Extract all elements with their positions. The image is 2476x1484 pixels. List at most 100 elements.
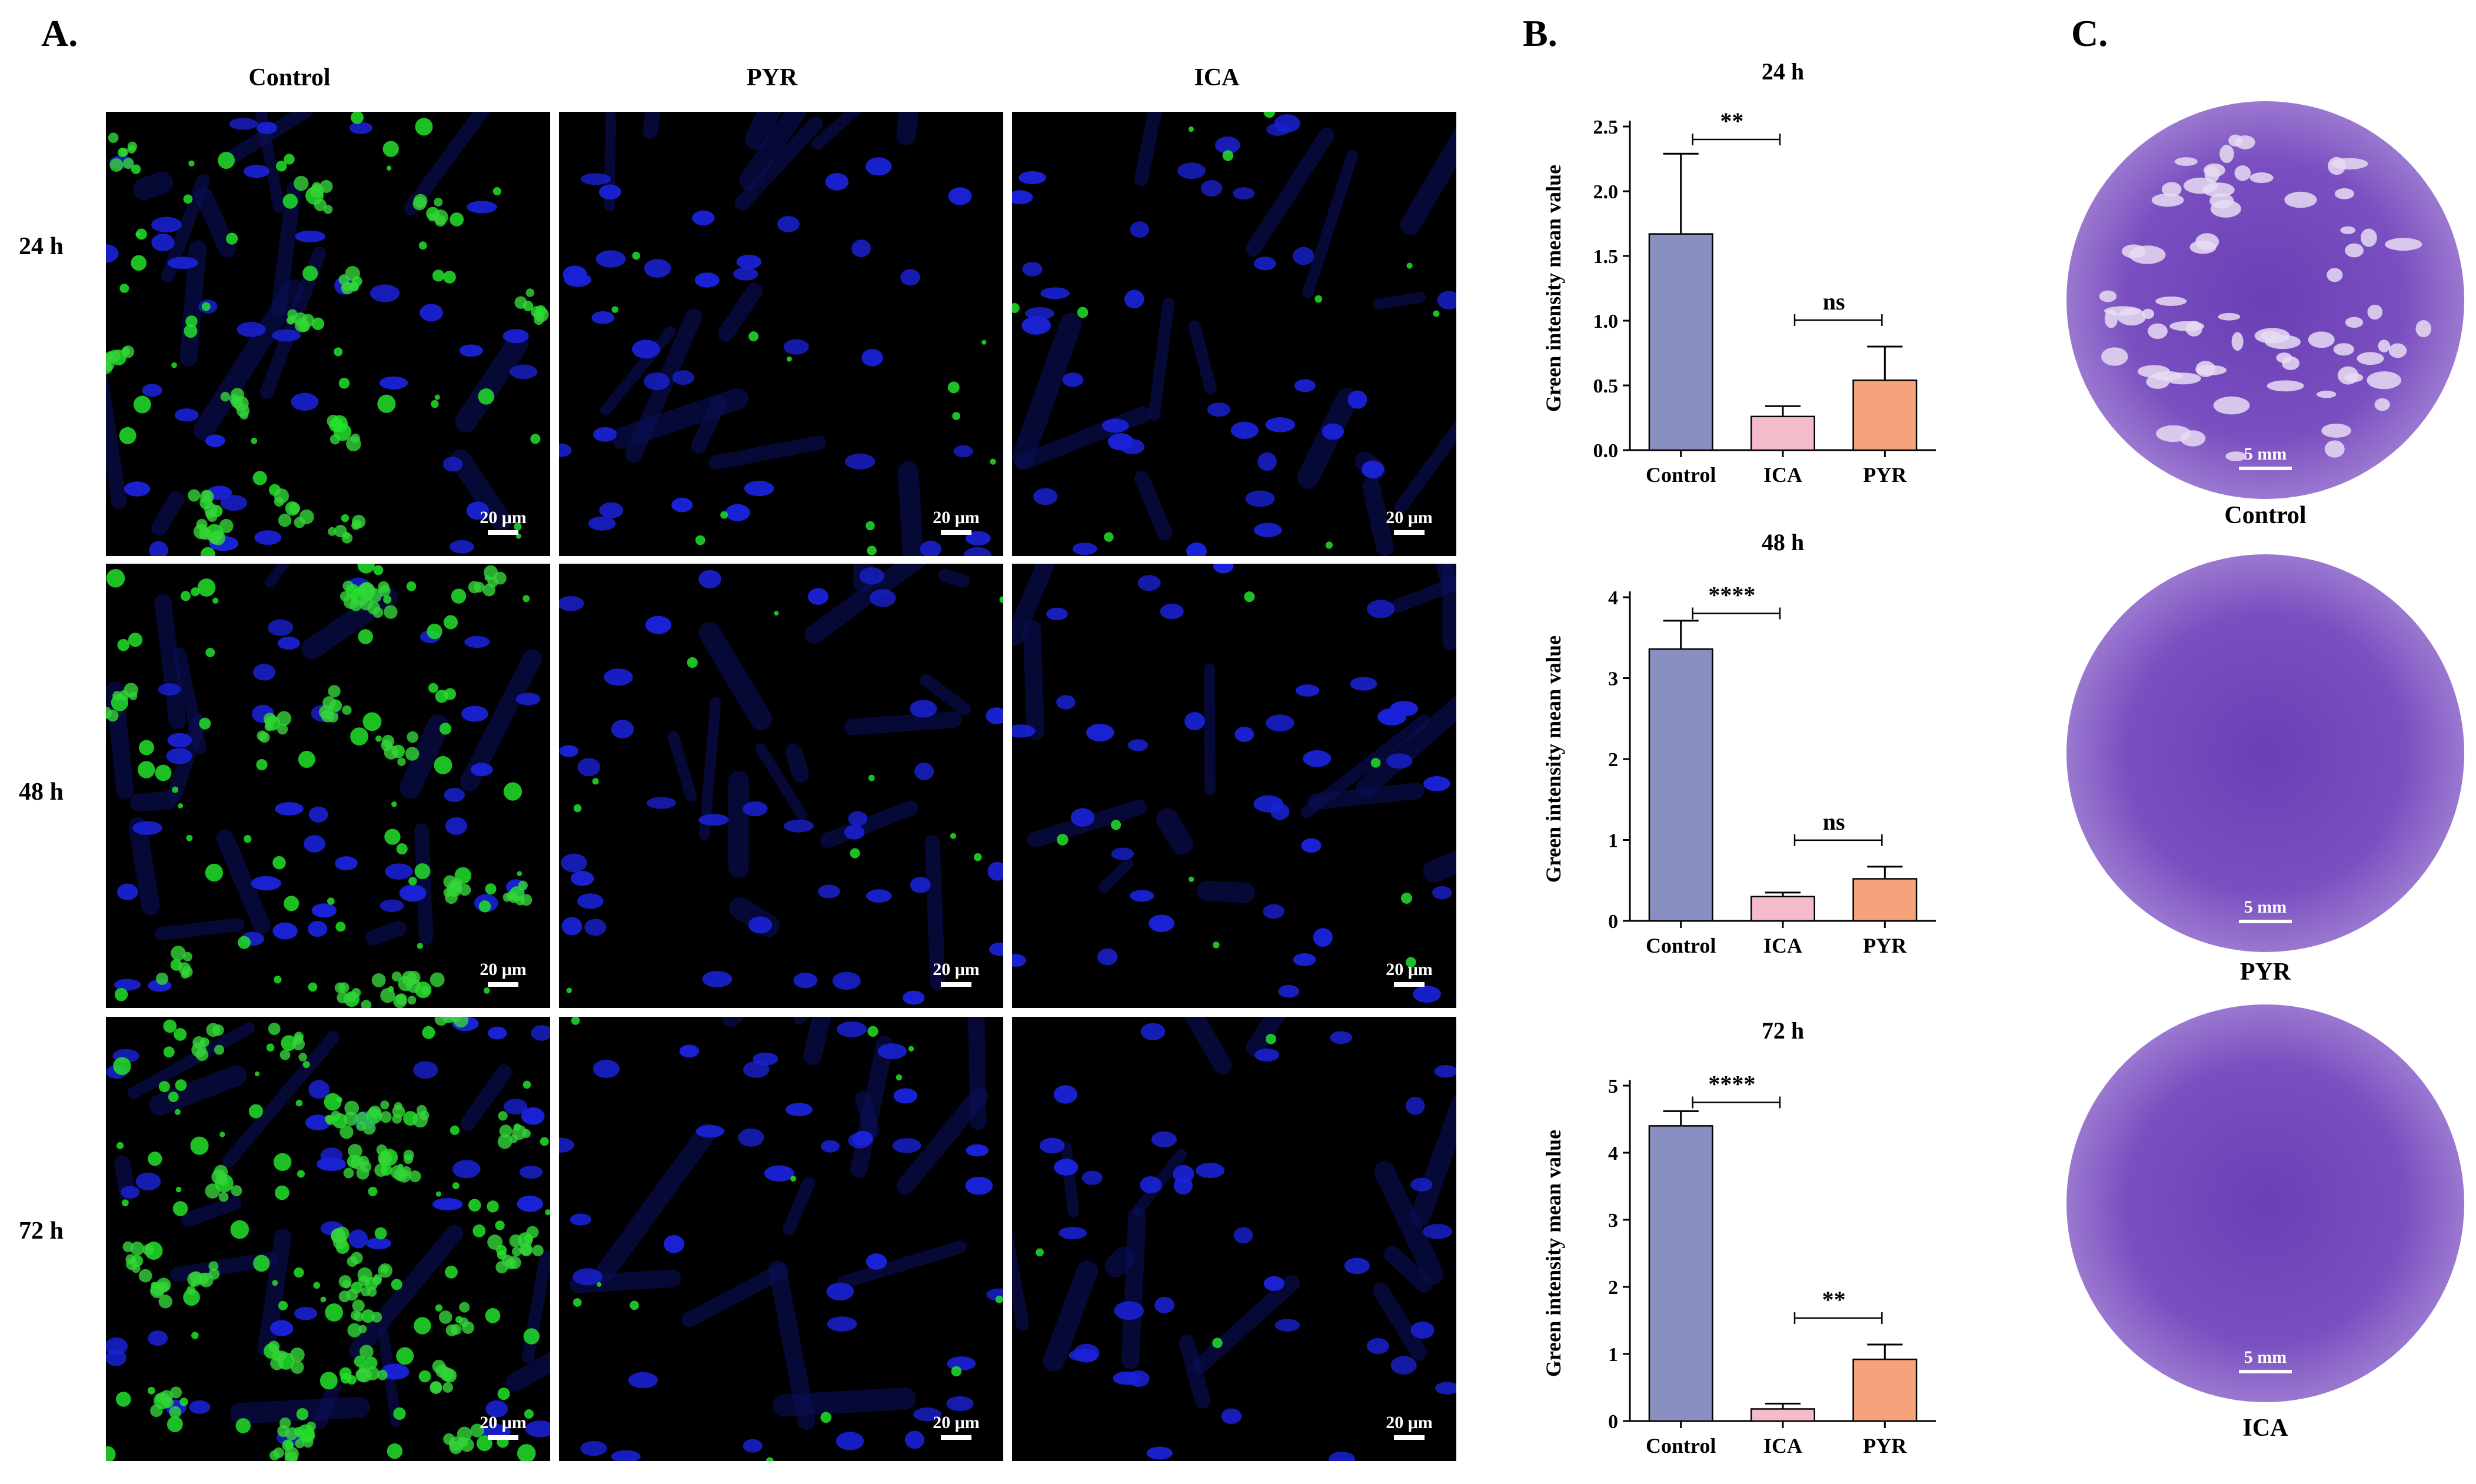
well-scale-label: 5 mm (2244, 1347, 2287, 1367)
y-tick-label: 1.0 (1593, 311, 1619, 332)
well-disc (2066, 101, 2464, 499)
well-image (2066, 554, 2464, 952)
column-header-control: Control (248, 64, 331, 91)
plaque (2327, 268, 2343, 282)
row-header-24h: 24 h (19, 233, 64, 260)
micrograph-24h-pyr: 20 μm (559, 112, 1003, 556)
well-scale-line (2239, 467, 2292, 470)
y-tick-label: 1 (1608, 1344, 1618, 1366)
y-tick-label: 4 (1608, 1143, 1618, 1164)
micrograph-image (1012, 564, 1456, 1003)
plaque (2195, 361, 2216, 377)
scale-bar: 20 μm (1374, 508, 1445, 535)
bar-ica (1750, 415, 1815, 451)
bar-control (1648, 648, 1713, 922)
plaque (2231, 332, 2244, 351)
well-control: 5 mm (2065, 100, 2465, 500)
row-header-48h: 48 h (19, 778, 64, 806)
plaque (2218, 312, 2241, 321)
well-scale-bar: 5 mm (2230, 897, 2301, 923)
well-scale-label: 5 mm (2244, 897, 2287, 917)
chart-title: 48 h (1762, 529, 1804, 555)
plaque (2219, 145, 2234, 164)
scale-bar-label: 20 μm (933, 508, 980, 527)
plaque (2308, 331, 2335, 348)
plaque (2345, 317, 2364, 328)
scale-bar-label: 20 μm (1386, 960, 1433, 979)
plaque (2333, 343, 2354, 356)
plaque (2148, 323, 2168, 340)
plaque (2155, 296, 2187, 306)
plaque (2281, 356, 2299, 370)
plaque (2331, 158, 2368, 169)
bar-pyr (1852, 1358, 1918, 1422)
panel-letter-a: A. (41, 12, 78, 54)
scale-bar-line (488, 530, 518, 535)
plaque (2129, 245, 2166, 264)
chart-48h-svg: 48 h Green intensity mean value 0 1 2 3 4 Contr… (1542, 529, 1936, 957)
micrograph-image (1012, 112, 1456, 556)
plaque (2183, 177, 2218, 194)
scale-bar: 20 μm (468, 508, 538, 535)
plaque (2185, 321, 2202, 337)
significance-label: ** (1822, 1286, 1846, 1313)
y-tick-label: 2.0 (1593, 181, 1619, 203)
y-tick-label: 0.0 (1593, 440, 1619, 462)
plaque (2360, 228, 2377, 247)
chart-72h-svg: 72 h Green intensity mean value 0 1 2 3 4 5 Cont… (1542, 1017, 1936, 1458)
plaque (2104, 309, 2118, 328)
bar-pyr (1852, 379, 1918, 451)
y-tick-label: 0.5 (1593, 375, 1619, 397)
scale-bar-label: 20 μm (933, 1413, 980, 1432)
x-tick-label: Control (1646, 1434, 1716, 1458)
plaque (2161, 182, 2182, 197)
micrograph-image (1012, 1017, 1456, 1461)
plaque (2234, 165, 2251, 181)
y-tick-label: 0 (1608, 1411, 1618, 1433)
well-image (2066, 1004, 2464, 1402)
x-tick-label: ICA (1763, 1434, 1802, 1458)
significance-label: **** (1708, 582, 1755, 608)
micrograph-image (106, 1017, 550, 1461)
bar-control (1648, 1125, 1713, 1422)
scale-bar: 20 μm (1374, 1413, 1445, 1440)
plaque (2137, 365, 2171, 378)
plaque (2388, 343, 2407, 358)
micrograph-image (559, 112, 996, 556)
y-tick-label: 1.5 (1593, 246, 1619, 268)
well-pyr: 5 mm (2065, 553, 2465, 953)
micrograph-image (559, 564, 1003, 1005)
plaque (2142, 308, 2155, 320)
scale-bar-label: 20 μm (1386, 508, 1433, 527)
well-label-pyr: PYR (2239, 959, 2291, 986)
scale-bar-line (1394, 1435, 1425, 1440)
bar-pyr (1852, 878, 1918, 922)
plaque (2210, 199, 2241, 218)
plaque (2225, 451, 2247, 461)
scale-bar-label: 20 μm (1386, 1413, 1433, 1432)
micrograph-48h-control: 20 μm (106, 564, 550, 1008)
plaque (2249, 172, 2274, 184)
chart-48h: 48 h Green intensity mean value 0 1 2 3 4 Contr… (1530, 521, 1953, 980)
bar-ica (1750, 896, 1815, 922)
x-tick-label: PYR (1863, 1434, 1907, 1458)
y-tick-label: 3 (1608, 1210, 1618, 1232)
plaque (2174, 157, 2198, 166)
plaque (2284, 191, 2317, 208)
plaque (2151, 193, 2184, 207)
significance-label: ** (1720, 108, 1743, 134)
plaque (2345, 243, 2364, 258)
micrograph-image (106, 112, 549, 556)
chart-title: 24 h (1762, 58, 1804, 85)
well-scale-line (2239, 920, 2292, 923)
well-scale-bar: 5 mm (2230, 444, 2301, 470)
plaque (2099, 290, 2117, 302)
column-header-pyr: PYR (746, 64, 798, 91)
panel-letter-b: B. (1523, 12, 1558, 54)
plaque (2378, 340, 2391, 352)
y-tick-label: 2 (1608, 749, 1618, 771)
y-tick-label: 5 (1608, 1076, 1618, 1097)
y-axis-label: Green intensity mean value (1542, 1130, 1565, 1377)
plaque (2337, 366, 2359, 385)
chart-title: 72 h (1762, 1017, 1804, 1044)
